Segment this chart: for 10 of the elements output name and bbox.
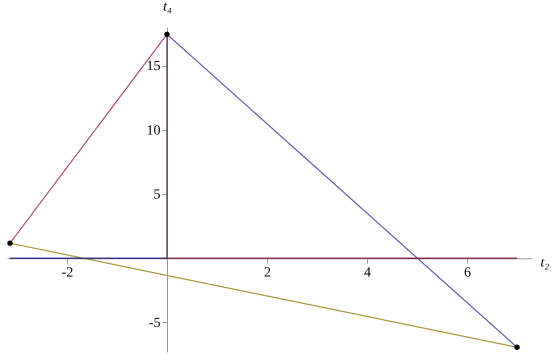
x-axis-title: t₂ <box>540 256 550 271</box>
x-tick-label: 2 <box>264 266 271 281</box>
x-tick-label: 4 <box>364 266 371 281</box>
y-tick-label: 10 <box>146 123 160 138</box>
y-axis-title: t₄ <box>163 0 172 14</box>
y-tick-label: 5 <box>154 187 160 202</box>
y-tick-label: 15 <box>146 59 160 74</box>
x-tick-label: -2 <box>62 266 74 281</box>
y-tick-label: -5 <box>148 316 160 331</box>
x-tick-label: 6 <box>464 266 471 281</box>
